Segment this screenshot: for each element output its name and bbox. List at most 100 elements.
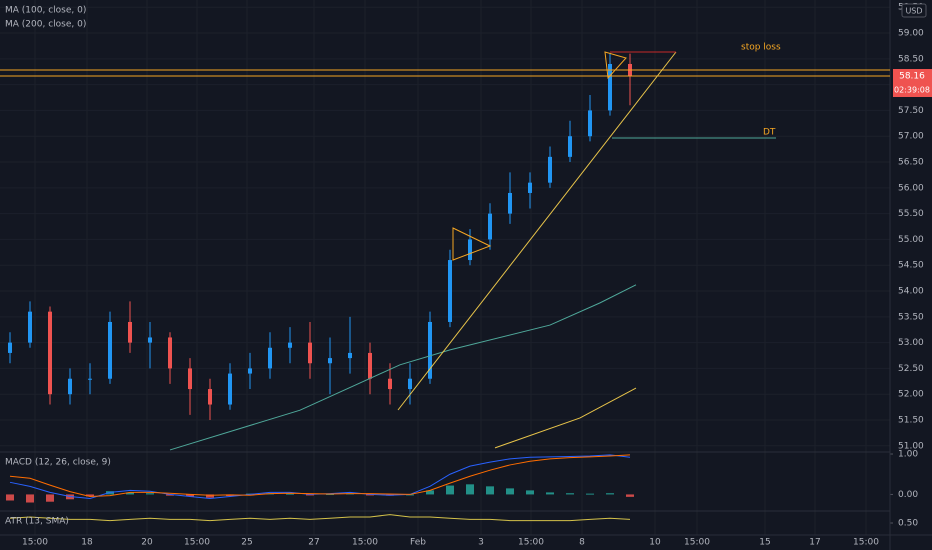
candle-body — [328, 358, 332, 364]
histogram-bar — [186, 494, 194, 497]
y-tick-label: 57.00 — [898, 132, 924, 142]
y-tick-label: 53.00 — [898, 338, 924, 348]
pane-title: ATR (13, SMA) — [5, 517, 69, 527]
candle-body — [548, 156, 552, 183]
candle-body — [268, 347, 272, 369]
candle-body — [308, 342, 312, 364]
y-tick-label: 52.00 — [898, 390, 924, 400]
y-tick-label: 0.00 — [898, 490, 918, 500]
histogram-bar — [146, 493, 154, 495]
candle-body — [68, 378, 72, 395]
x-tick-label: 25 — [241, 538, 252, 548]
histogram-bar — [526, 490, 534, 495]
currency: USD — [905, 7, 922, 16]
annotation: DT — [763, 128, 776, 138]
histogram-bar — [286, 493, 294, 495]
legend-entry: MA (200, close, 0) — [5, 20, 86, 30]
candle-body — [408, 378, 412, 390]
pane-title: MACD (12, 26, close, 9) — [5, 458, 111, 468]
histogram-bar — [86, 494, 94, 497]
triangle-pattern — [452, 227, 492, 261]
x-tick-label: 15:00 — [352, 538, 378, 548]
x-tick-label: 3 — [478, 538, 484, 548]
histogram-bar — [46, 494, 54, 502]
y-tick-label: 58.50 — [898, 54, 924, 64]
candle-body — [288, 342, 292, 348]
histogram-bar — [166, 494, 174, 496]
candle-body — [388, 378, 392, 390]
histogram-bar — [206, 494, 214, 498]
y-tick-label: 54.50 — [898, 261, 924, 271]
moving-average — [169, 284, 637, 451]
x-tick-label: 8 — [579, 538, 585, 548]
candle-body — [208, 389, 212, 405]
triangle-pattern — [604, 51, 627, 80]
x-tick-label: 15:00 — [184, 538, 210, 548]
candle-body — [148, 337, 152, 343]
candle-body — [348, 352, 352, 359]
y-tick-label: 51.50 — [898, 416, 924, 426]
marks: 15:00 18 20 15:00 25 27 15:00 Feb 3 15:00 8 10 15:00… — [6, 3, 924, 548]
histogram-bar — [486, 486, 494, 495]
candle-body — [608, 63, 612, 111]
histogram-bar — [546, 492, 554, 495]
candle-body — [528, 182, 532, 193]
x-tick-label: 10 — [649, 538, 661, 548]
macd-line — [9, 454, 631, 497]
y-tick-label: 53.50 — [898, 312, 924, 322]
x-tick-label: 20 — [141, 538, 153, 548]
histogram-bar — [566, 493, 574, 495]
y-tick-label: 55.00 — [898, 235, 924, 245]
x-tick-label: Feb — [410, 538, 426, 548]
price-label-box — [893, 69, 932, 97]
histogram-bar — [466, 484, 474, 495]
y-tick-label: 54.00 — [898, 287, 924, 297]
candle-body — [88, 378, 92, 380]
histogram-bar — [426, 490, 434, 495]
candle-body — [248, 368, 252, 374]
candle-body — [188, 368, 192, 390]
candle-body — [48, 311, 52, 395]
y-tick-label: 56.00 — [898, 183, 924, 193]
candle-body — [8, 342, 12, 353]
y-tick-label: 0.50 — [898, 519, 918, 529]
y-tick-label: 56.50 — [898, 158, 924, 168]
y-tick-label: 57.50 — [898, 106, 924, 116]
y-tick-label: 52.50 — [898, 364, 924, 374]
x-tick-label: 15 — [759, 538, 770, 548]
histogram-bar — [606, 493, 614, 495]
candle-body — [568, 136, 572, 157]
histogram-bar — [506, 488, 514, 495]
candle-body — [448, 260, 452, 322]
candle-body — [368, 352, 372, 379]
candle-body — [168, 337, 172, 369]
histogram-bar — [26, 494, 34, 503]
candle-body — [28, 311, 32, 343]
moving-average — [494, 387, 637, 449]
x-tick-label: 17 — [809, 538, 820, 548]
x-tick-label: 15:00 — [853, 538, 879, 548]
candle-body — [488, 213, 492, 240]
y-tick-label: 51.00 — [898, 441, 924, 451]
candle-body — [428, 321, 432, 379]
x-tick-label: 15:00 — [684, 538, 710, 548]
y-tick-label: 59.00 — [898, 29, 924, 39]
histogram-bar — [126, 492, 134, 495]
histogram-bar — [446, 485, 454, 495]
x-tick-label: 18 — [81, 538, 93, 548]
legend-entry: MA (100, close, 0) — [5, 6, 86, 16]
last-price: 58.16 — [899, 72, 925, 82]
candle-body — [588, 110, 592, 137]
candle-body — [508, 192, 512, 214]
candle-body — [128, 321, 132, 343]
candle-body — [468, 239, 472, 261]
histogram-bar — [586, 493, 594, 495]
candle-body — [228, 373, 232, 405]
y-tick-label: 1.00 — [898, 450, 918, 460]
x-tick-label: 27 — [308, 538, 319, 548]
grid — [0, 0, 890, 535]
x-tick-label: 15:00 — [22, 538, 48, 548]
trend-line — [397, 51, 677, 411]
